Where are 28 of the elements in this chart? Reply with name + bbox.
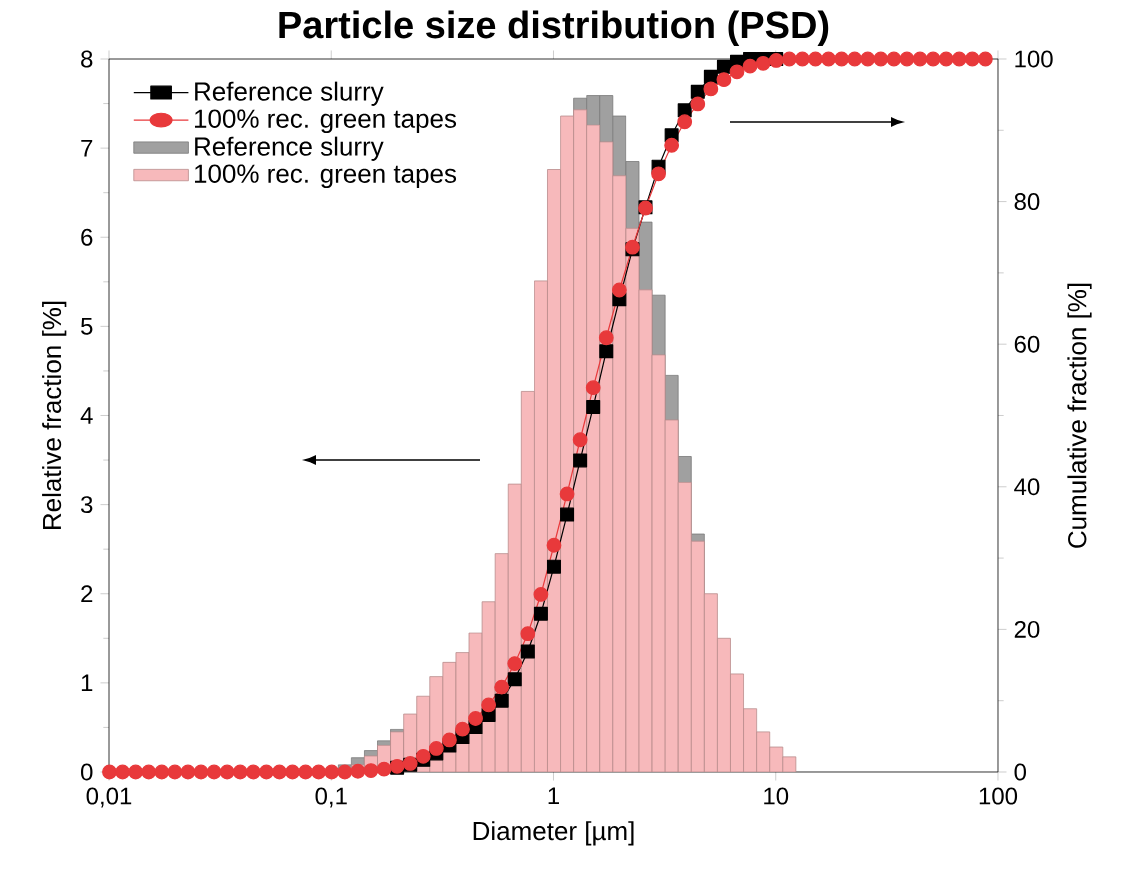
- x-tick-label: 100: [979, 787, 1018, 805]
- x-axis-title: Diameter [µm]: [473, 821, 634, 846]
- y-tick-label: 4: [80, 407, 93, 424]
- y2-tick-label: 60: [1014, 335, 1040, 353]
- y-tick-label: 6: [81, 228, 93, 246]
- y2-tick-label: 0: [1014, 763, 1026, 781]
- x-tick-label: 1: [548, 787, 559, 805]
- legend-label: 100% rec. green tapes: [194, 164, 457, 189]
- y-tick-label: 0: [81, 763, 93, 781]
- y-tick-label: 1: [81, 674, 93, 692]
- y-tick-label: 2: [81, 585, 93, 603]
- y-axis-title: Relative fraction [%]: [42, 301, 67, 529]
- y2-tick-label: 80: [1014, 193, 1040, 211]
- x-tick-label: 0,1: [315, 787, 347, 808]
- x-tick-label: 0,01: [86, 787, 132, 808]
- y-tick-label: 5: [81, 318, 93, 335]
- legend-label: Reference slurry: [195, 81, 384, 106]
- y2-tick-label: 100: [1015, 50, 1053, 68]
- y-tick-label: 3: [80, 496, 93, 514]
- legend-label: 100% rec. green tapes: [194, 109, 457, 134]
- y-tick-label: 8: [81, 50, 93, 68]
- legend-label: Reference slurry: [195, 136, 384, 161]
- chart-title: Particle size distribution (PSD): [279, 10, 829, 46]
- y2-axis-title: Cumulative fraction [%]: [1067, 283, 1092, 548]
- y2-tick-label: 40: [1014, 478, 1040, 496]
- y-tick-label: 7: [81, 139, 93, 157]
- y2-tick-label: 20: [1014, 620, 1040, 638]
- x-tick-label: 10: [764, 787, 789, 805]
